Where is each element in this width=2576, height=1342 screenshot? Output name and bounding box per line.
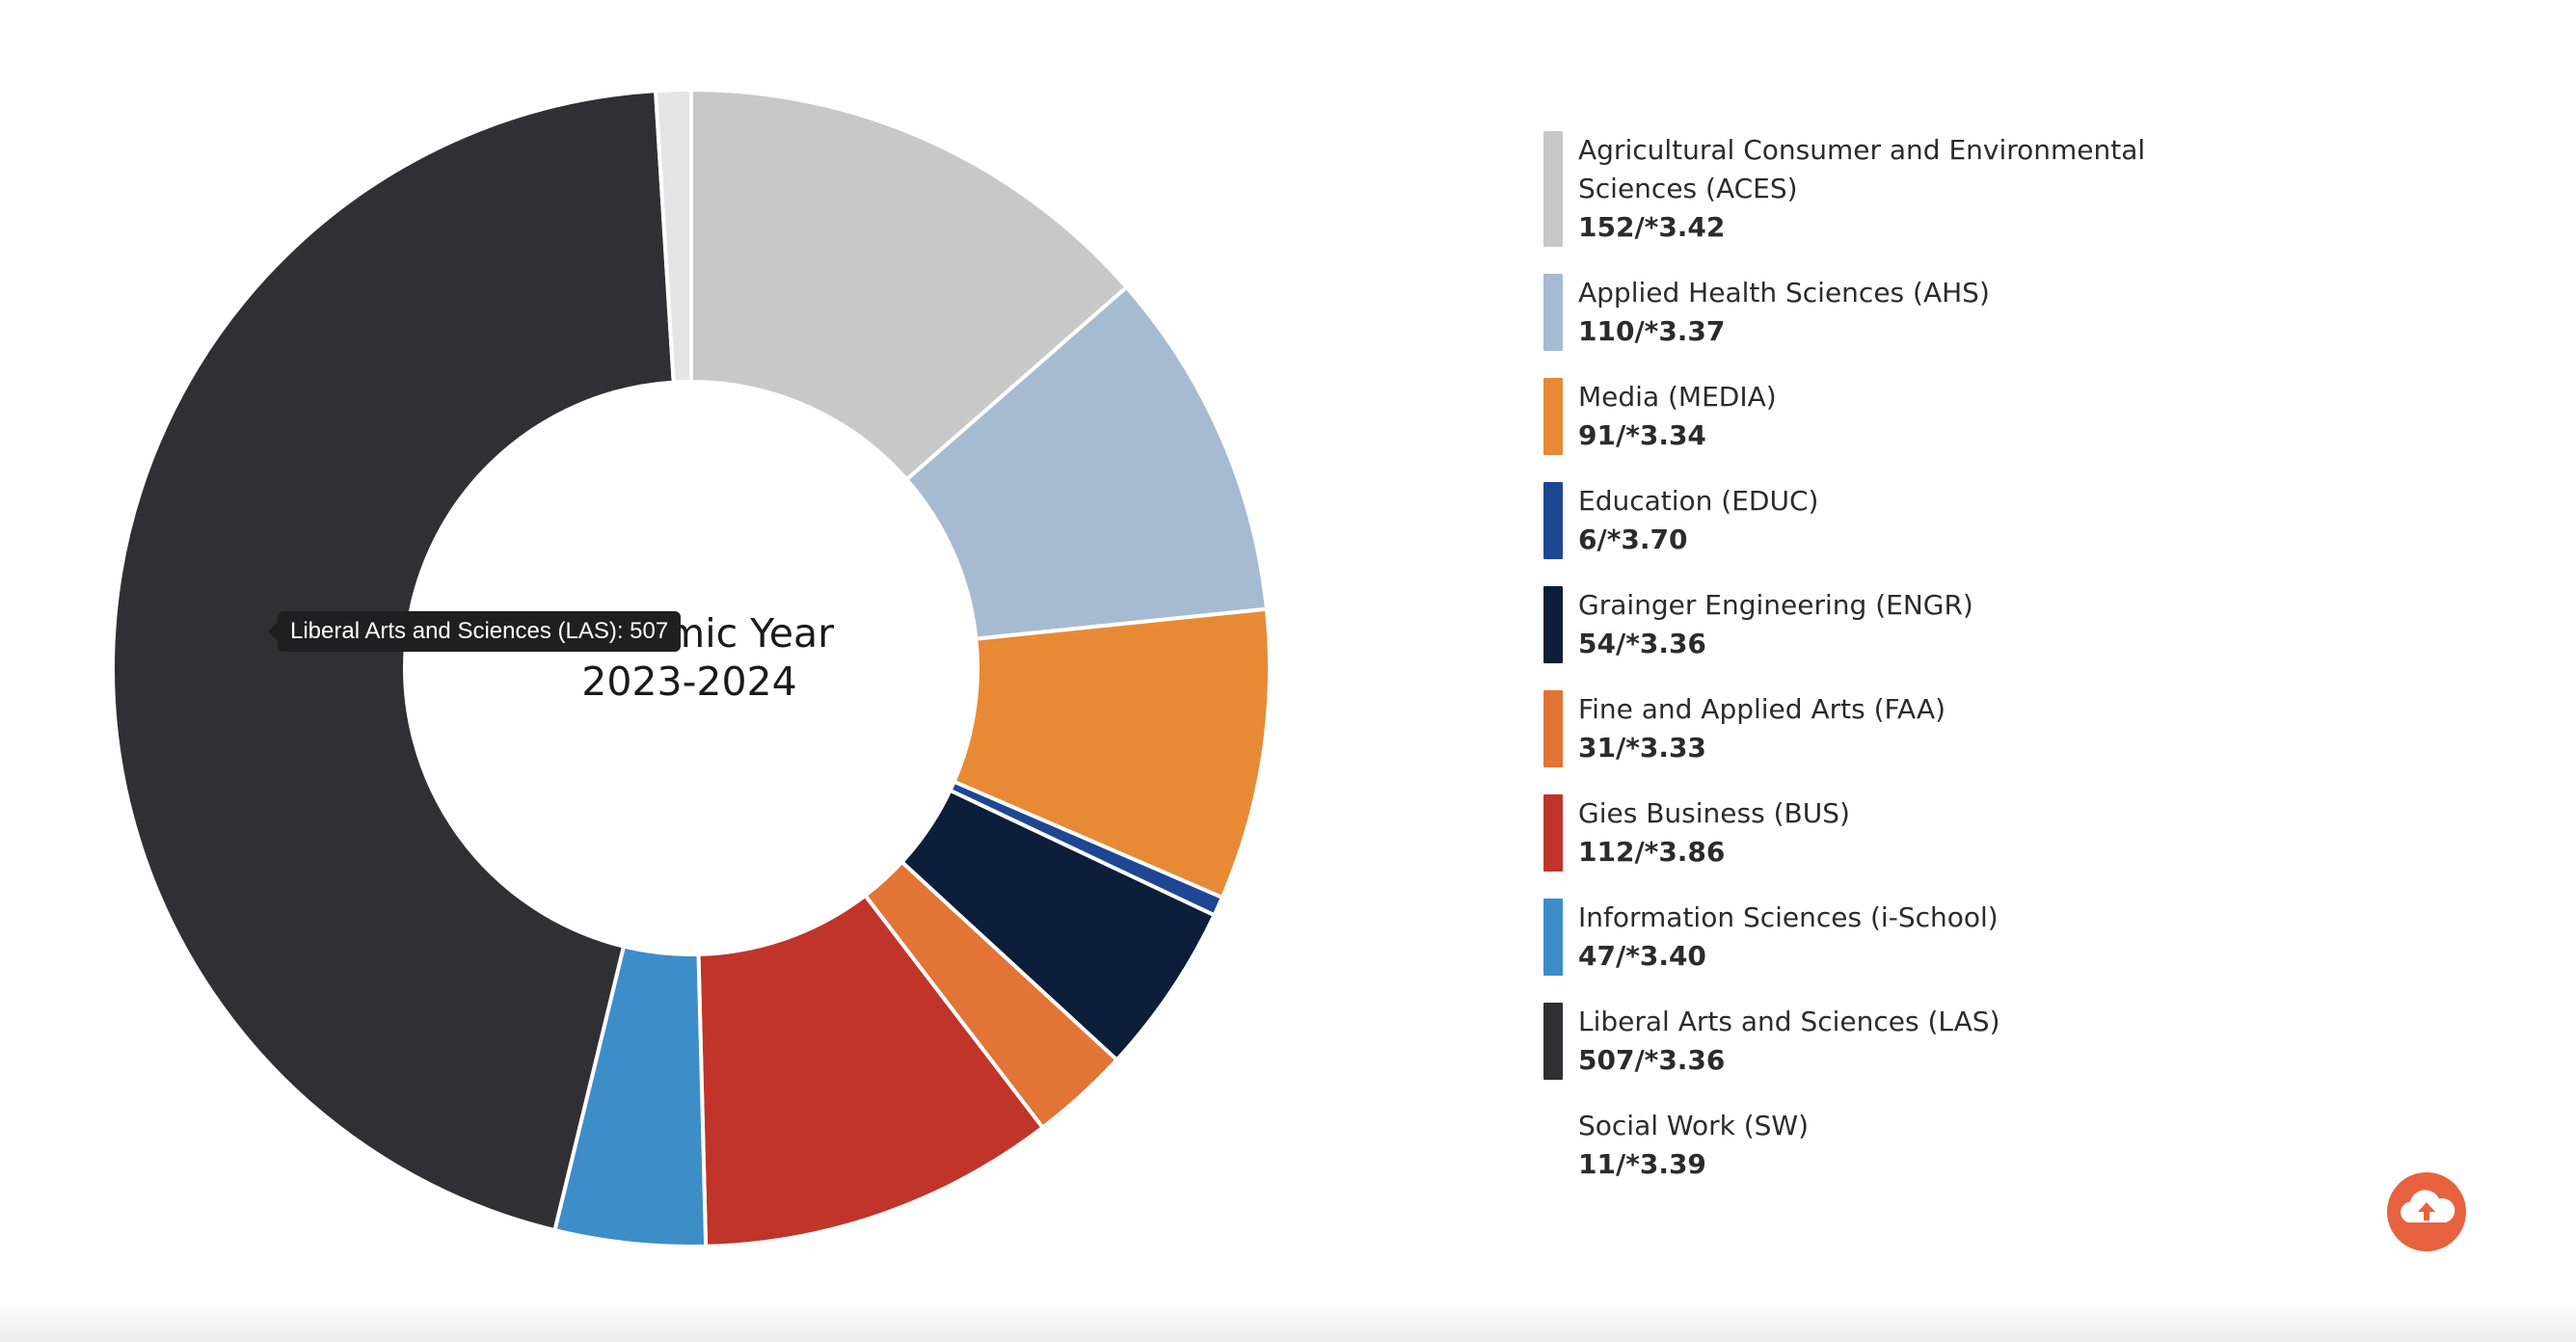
legend-item-5[interactable]: Fine and Applied Arts (FAA) 31/*3.33	[1543, 690, 2257, 767]
legend-text: Information Sciences (i-School) 47/*3.40	[1578, 899, 2195, 976]
legend-label: Grainger Engineering (ENGR)	[1578, 589, 1973, 621]
legend-item-3[interactable]: Education (EDUC) 6/*3.70	[1543, 482, 2257, 559]
cloud-upload-icon	[2401, 1190, 2455, 1222]
legend-label: Liberal Arts and Sciences (LAS)	[1578, 1006, 2000, 1037]
legend-value: 54/*3.36	[1578, 628, 1706, 659]
legend-swatch	[1543, 274, 1563, 351]
legend-label: Education (EDUC)	[1578, 485, 1819, 517]
legend-label: Information Sciences (i-School)	[1578, 901, 1999, 933]
legend-value: 507/*3.36	[1578, 1044, 1726, 1076]
legend-value: 11/*3.39	[1578, 1148, 1706, 1180]
legend-text: Social Work (SW) 11/*3.39	[1578, 1107, 2195, 1184]
legend-item-6[interactable]: Gies Business (BUS) 112/*3.86	[1543, 794, 2257, 872]
chart-tooltip: Liberal Arts and Sciences (LAS): 507	[267, 611, 682, 652]
legend-swatch	[1543, 482, 1563, 559]
legend-text: Agricultural Consumer and Environmental …	[1578, 131, 2195, 247]
slice-1[interactable]	[903, 284, 1270, 641]
legend-item-2[interactable]: Media (MEDIA) 91/*3.34	[1543, 378, 2257, 455]
page-footer-shadow	[0, 1303, 2576, 1342]
legend-label: Social Work (SW)	[1578, 1110, 1810, 1141]
legend-value: 31/*3.33	[1578, 732, 1706, 764]
scroll-to-top-button[interactable]	[2387, 1172, 2466, 1251]
legend-label: Fine and Applied Arts (FAA)	[1578, 693, 1946, 725]
legend-value: 91/*3.34	[1578, 419, 1706, 451]
legend-text: Liberal Arts and Sciences (LAS) 507/*3.36	[1578, 1003, 2195, 1080]
slice-8[interactable]	[111, 89, 676, 1233]
legend-item-7[interactable]: Information Sciences (i-School) 47/*3.40	[1543, 899, 2257, 976]
legend-value: 110/*3.37	[1578, 315, 1726, 347]
slice-6[interactable]	[696, 893, 1046, 1248]
legend-label: Applied Health Sciences (AHS)	[1578, 277, 1990, 309]
legend-swatch	[1543, 899, 1563, 976]
legend-swatch	[1543, 690, 1563, 767]
legend-label: Media (MEDIA)	[1578, 381, 1777, 413]
legend-text: Fine and Applied Arts (FAA) 31/*3.33	[1578, 690, 2195, 767]
legend-value: 152/*3.42	[1578, 211, 1726, 243]
legend-item-0[interactable]: Agricultural Consumer and Environmental …	[1543, 131, 2257, 247]
legend-swatch	[1543, 794, 1563, 872]
legend-swatch	[1543, 1003, 1563, 1080]
legend-item-8[interactable]: Liberal Arts and Sciences (LAS) 507/*3.36	[1543, 1003, 2257, 1080]
legend-swatch	[1543, 131, 1563, 247]
legend-text: Grainger Engineering (ENGR) 54/*3.36	[1578, 586, 2195, 663]
slice-9[interactable]	[653, 87, 693, 385]
legend-swatch	[1543, 586, 1563, 663]
legend-item-9[interactable]: Social Work (SW) 11/*3.39	[1543, 1107, 2257, 1184]
legend-swatch	[1543, 1107, 1563, 1184]
legend-text: Applied Health Sciences (AHS) 110/*3.37	[1578, 274, 2195, 351]
doughnut-chart	[111, 87, 1270, 1248]
legend-text: Education (EDUC) 6/*3.70	[1578, 482, 2195, 559]
legend-value: 112/*3.86	[1578, 836, 1726, 868]
legend-item-4[interactable]: Grainger Engineering (ENGR) 54/*3.36	[1543, 586, 2257, 663]
legend-swatch	[1543, 378, 1563, 455]
legend-value: 6/*3.70	[1578, 523, 1688, 555]
legend-value: 47/*3.40	[1578, 940, 1706, 972]
legend-item-1[interactable]: Applied Health Sciences (AHS) 110/*3.37	[1543, 274, 2257, 351]
chart-legend: Agricultural Consumer and Environmental …	[1543, 131, 2257, 1211]
legend-text: Media (MEDIA) 91/*3.34	[1578, 378, 2195, 455]
legend-label: Agricultural Consumer and Environmental …	[1578, 134, 2146, 204]
legend-text: Gies Business (BUS) 112/*3.86	[1578, 794, 2195, 872]
legend-label: Gies Business (BUS)	[1578, 797, 1850, 829]
center-title-line-2: 2023-2024	[581, 658, 797, 705]
